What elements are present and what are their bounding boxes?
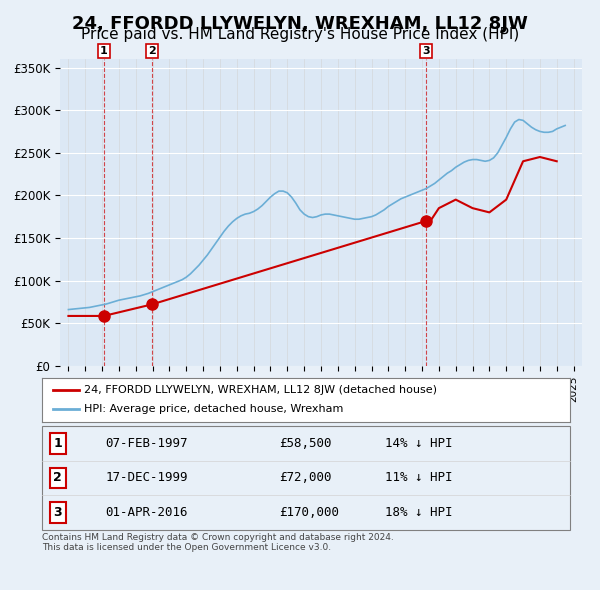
Text: 2: 2 bbox=[53, 471, 62, 484]
Text: 01-APR-2016: 01-APR-2016 bbox=[106, 506, 188, 519]
Text: £58,500: £58,500 bbox=[280, 437, 332, 450]
Text: 14% ↓ HPI: 14% ↓ HPI bbox=[385, 437, 453, 450]
Text: 3: 3 bbox=[422, 46, 430, 56]
Text: 24, FFORDD LLYWELYN, WREXHAM, LL12 8JW: 24, FFORDD LLYWELYN, WREXHAM, LL12 8JW bbox=[72, 15, 528, 33]
Text: 2: 2 bbox=[148, 46, 155, 56]
Text: 1: 1 bbox=[100, 46, 107, 56]
Text: 24, FFORDD LLYWELYN, WREXHAM, LL12 8JW (detached house): 24, FFORDD LLYWELYN, WREXHAM, LL12 8JW (… bbox=[84, 385, 437, 395]
Text: £170,000: £170,000 bbox=[280, 506, 340, 519]
Text: 07-FEB-1997: 07-FEB-1997 bbox=[106, 437, 188, 450]
Text: 17-DEC-1999: 17-DEC-1999 bbox=[106, 471, 188, 484]
Text: HPI: Average price, detached house, Wrexham: HPI: Average price, detached house, Wrex… bbox=[84, 405, 344, 414]
Text: Price paid vs. HM Land Registry's House Price Index (HPI): Price paid vs. HM Land Registry's House … bbox=[81, 27, 519, 41]
Text: 1: 1 bbox=[53, 437, 62, 450]
Text: Contains HM Land Registry data © Crown copyright and database right 2024.
This d: Contains HM Land Registry data © Crown c… bbox=[42, 533, 394, 552]
Text: 18% ↓ HPI: 18% ↓ HPI bbox=[385, 506, 453, 519]
Text: £72,000: £72,000 bbox=[280, 471, 332, 484]
Text: 3: 3 bbox=[53, 506, 62, 519]
Text: 11% ↓ HPI: 11% ↓ HPI bbox=[385, 471, 453, 484]
